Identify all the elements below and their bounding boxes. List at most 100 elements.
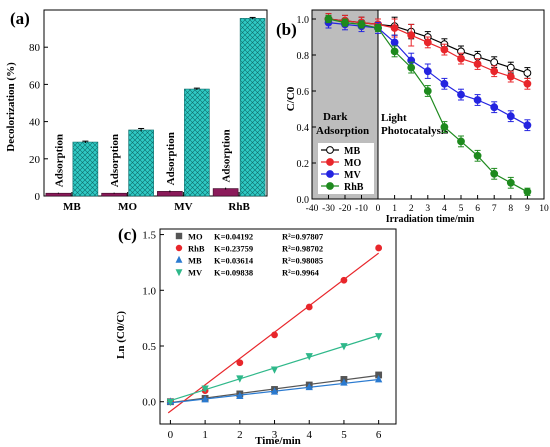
- panel-c-legend-k: K=0.09838: [214, 268, 253, 278]
- panel-b-xtick-label: 3: [425, 204, 430, 214]
- panel-b-point: [440, 45, 449, 54]
- panel-c-xlabel: Time/min: [255, 435, 301, 447]
- panel-b-point: [506, 63, 515, 72]
- panel-c-point: [166, 398, 175, 407]
- panel-b-point: [390, 47, 399, 56]
- panel-b-point: [423, 87, 432, 95]
- panel-b-point: [390, 38, 399, 47]
- panel-c-point: [340, 343, 348, 351]
- panel-c-point: [270, 366, 279, 374]
- panel-b-ytick-label: 0.4: [297, 123, 310, 134]
- panel-b-xtick-label: 1: [392, 204, 397, 214]
- panel-c-legend-name: RhB: [188, 244, 205, 254]
- panel-a-frame: [43, 9, 268, 197]
- panel-c-point: [305, 353, 313, 361]
- panel-a-ytick-label: 60: [29, 79, 41, 91]
- panel-c-legend-k: K=0.03614: [214, 256, 254, 266]
- panel-a-bar-photocatalysis: [239, 18, 266, 197]
- panel-b-xtick-label: 5: [459, 204, 464, 214]
- panel-c-ytick-label: 0.5: [142, 341, 156, 353]
- panel-b-legend-label: MB: [344, 146, 360, 157]
- panel-c-legend-name: MB: [188, 256, 202, 266]
- panel-b-light-label: Light: [381, 112, 407, 124]
- panel-b-point: [440, 79, 449, 88]
- panel-b-point: [457, 137, 465, 146]
- panel-c-legend-r2: R²=0.98702: [282, 244, 323, 254]
- panel-b-point: [523, 79, 532, 88]
- panel-a-annotation: Adsorption: [221, 129, 233, 182]
- panel-a-category-label: RhB: [228, 201, 250, 213]
- panel-a: (a) Decolorization (%) 0 20 40 60 80 MB Adsorp…: [5, 9, 268, 213]
- panel-b-ytick-label: 0.0: [297, 195, 310, 206]
- panel-c-xtick-label: 6: [376, 429, 382, 441]
- panel-b-point: [490, 67, 499, 76]
- panel-c-xtick-label: 3: [272, 429, 278, 441]
- panel-c-point: [201, 395, 209, 403]
- panel-b-xtick-label: -20: [339, 204, 352, 214]
- panel-a-category-label: MV: [174, 201, 192, 213]
- panel-c-point: [374, 375, 383, 383]
- panel-b-point: [341, 18, 349, 27]
- panel-b-dark-label: Adsorption: [316, 125, 369, 137]
- panel-a-category-label: MO: [118, 201, 137, 213]
- panel-c-ytick-label: 0.0: [142, 397, 156, 409]
- panel-b-xtick-label: -10: [355, 204, 368, 214]
- panel-c-legend-name: MO: [188, 232, 203, 242]
- panel-b-point: [473, 96, 482, 104]
- panel-b-point: [523, 121, 532, 130]
- panel-b-point: [523, 187, 532, 196]
- panel-c-point: [374, 333, 383, 341]
- panel-b-point: [324, 15, 333, 23]
- panel-b-point: [423, 38, 432, 47]
- panel-b-point: [407, 31, 416, 40]
- panel-b-point: [490, 103, 499, 112]
- panel-b-xtick-label: 4: [442, 204, 447, 214]
- panel-b-legend-marker: [326, 146, 334, 154]
- panel-b-ytick-label: 0.6: [297, 87, 310, 98]
- panel-b-legend-marker: [326, 158, 334, 166]
- panel-b-xlabel: Irradiation time/min: [386, 214, 475, 225]
- panel-c-xtick-label: 0: [168, 429, 174, 441]
- panel-c-point: [236, 359, 244, 367]
- panel-b-legend-label: MV: [344, 170, 361, 181]
- panel-b-point: [490, 58, 499, 67]
- panel-a-bar-adsorption: [212, 188, 239, 197]
- panel-c-ylabel: Ln (C0/C): [115, 311, 127, 359]
- panel-c-point: [236, 375, 244, 383]
- panel-c-point: [236, 391, 244, 400]
- panel-c-legend-k: K=0.04192: [214, 232, 253, 242]
- panel-b-point: [457, 90, 465, 99]
- panel-b-point: [473, 60, 482, 68]
- panel-a-label: (a): [10, 9, 30, 28]
- panel-b-xtick-label: 0: [376, 204, 381, 214]
- panel-b-light-label: Photocatalysis: [381, 125, 449, 137]
- panel-c-legend-r2: R²=0.97807: [282, 232, 324, 242]
- panel-a-bar-photocatalysis: [128, 129, 154, 197]
- panel-c-xtick-label: 2: [237, 429, 243, 441]
- panel-b-point: [473, 151, 482, 160]
- panel-b-point: [457, 54, 465, 63]
- panel-b-point: [390, 24, 399, 32]
- panel-b-ytick-label: 0.8: [297, 51, 310, 62]
- panel-a-category-label: MB: [63, 201, 81, 213]
- panel-b-ytick-label: 1.0: [297, 15, 310, 26]
- panel-b-legend-marker: [326, 182, 334, 190]
- panel-a-ylabel: Decolorization (%): [5, 62, 17, 152]
- panel-c-point: [270, 387, 279, 395]
- panel-a-plot-area: 0 20 40 60 80 MB Adsorption MO Adsorption MV Adsor…: [29, 9, 268, 213]
- panel-b-ylabel: C/C0: [285, 86, 297, 111]
- panel-c-point: [305, 382, 313, 391]
- panel-c-xtick-label: 1: [202, 429, 208, 441]
- panel-c-legend-r2: R²=0.9964: [282, 268, 320, 278]
- panel-c-legend-r2: R²=0.98085: [282, 256, 323, 266]
- panel-b-dark-label: Dark: [323, 111, 348, 123]
- panel-b: (b) C/C0 Irradiation time/min Dark Adsorp…: [276, 9, 549, 225]
- panel-c-legend-k: K=0.23759: [214, 244, 253, 254]
- panel-b-label: (b): [276, 20, 297, 39]
- panel-a-bar-photocatalysis: [184, 88, 210, 197]
- panel-c-legend-name: MV: [188, 268, 203, 278]
- panel-c-legend-marker: [175, 244, 183, 252]
- panel-a-ytick-label: 20: [29, 154, 41, 166]
